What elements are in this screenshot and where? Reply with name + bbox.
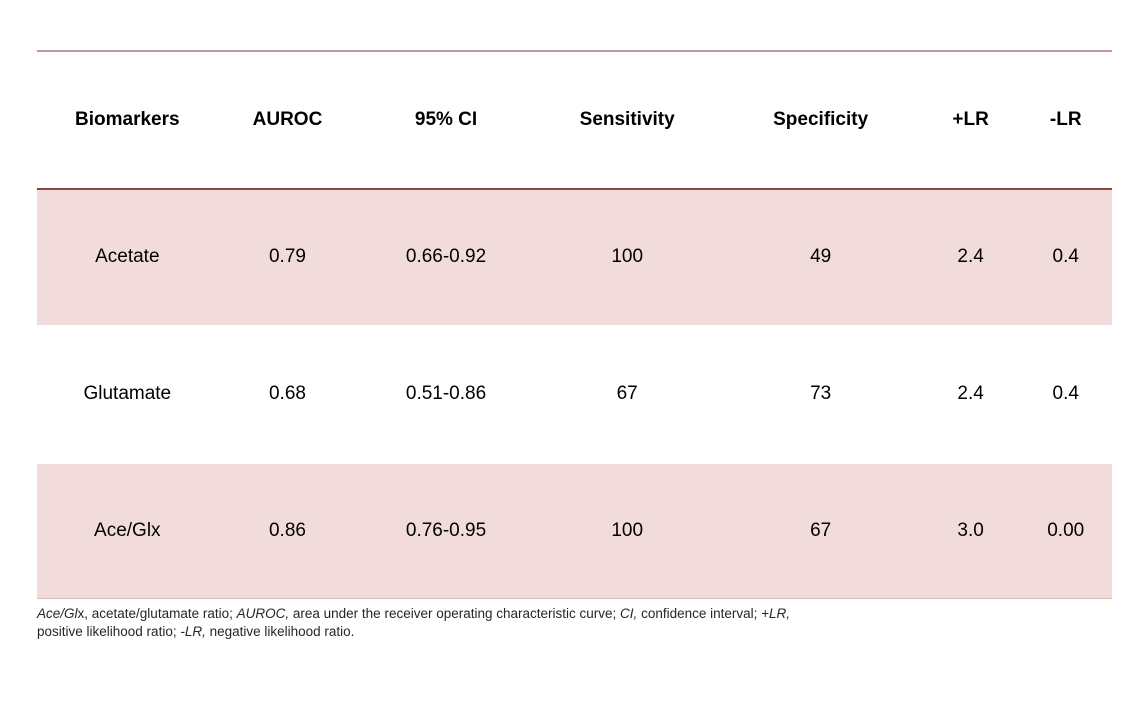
cell-sensitivity: 100: [611, 519, 644, 541]
biomarker-roc-table: Biomarkers AUROC 95% CI Sensitivity Spec…: [37, 50, 1112, 599]
cell-95ci: 0.76-0.95: [405, 519, 487, 541]
cell-nlr: 0.4: [1052, 383, 1079, 405]
cell-auroc: 0.86: [268, 519, 306, 541]
column-header-auroc: AUROC: [252, 108, 323, 130]
footnote-abbrev-nlr: -LR,: [180, 624, 206, 640]
cell-biomarker: Acetate: [95, 246, 160, 268]
table-footnote: Ace/Glx, acetate/glutamate ratio; AUROC,…: [37, 605, 897, 641]
table-row-glutamate: Glutamate 0.68 0.51-0.86 67 73 2.4 0.4: [37, 325, 1112, 464]
table-header-row: Biomarkers AUROC 95% CI Sensitivity Spec…: [37, 52, 1112, 190]
cell-plr: 2.4: [957, 383, 984, 405]
column-header-specificity: Specificity: [773, 108, 869, 130]
cell-plr: 3.0: [957, 519, 984, 541]
footnote-abbrev-aceglx: Ace/Gl: [37, 606, 78, 621]
column-header-biomarkers: Biomarkers: [75, 108, 180, 130]
cell-sensitivity: 100: [611, 246, 644, 268]
cell-auroc: 0.68: [268, 383, 306, 405]
cell-nlr: 0.00: [1047, 519, 1085, 541]
cell-biomarker: Glutamate: [83, 383, 172, 405]
cell-auroc: 0.79: [268, 246, 306, 268]
column-header-sensitivity: Sensitivity: [579, 108, 675, 130]
footnote-text: positive likelihood ratio;: [37, 624, 181, 640]
footnote-abbrev-auroc: AUROC,: [236, 606, 290, 621]
table-row-ace-glx: Ace/Glx 0.86 0.76-0.95 100 67 3.0 0.00: [37, 464, 1112, 599]
cell-specificity: 49: [810, 246, 832, 268]
footnote-text: area under the receiver operating charac…: [289, 606, 621, 621]
cell-95ci: 0.51-0.86: [405, 383, 487, 405]
footnote-abbrev-plr: +LR,: [761, 606, 791, 621]
cell-biomarker: Ace/Glx: [94, 519, 161, 541]
cell-specificity: 73: [810, 383, 832, 405]
cell-plr: 2.4: [957, 246, 984, 268]
footnote-text: negative likelihood ratio.: [205, 624, 355, 640]
column-header-plr: +LR: [952, 108, 989, 130]
footnote-abbrev-ci: CI,: [620, 606, 638, 621]
cell-95ci: 0.66-0.92: [405, 246, 487, 268]
cell-nlr: 0.4: [1052, 246, 1079, 268]
cell-specificity: 67: [810, 519, 832, 541]
table-row-acetate: Acetate 0.79 0.66-0.92 100 49 2.4 0.4: [37, 190, 1112, 325]
footnote-text: x, acetate/glutamate ratio;: [77, 606, 237, 621]
column-header-95ci: 95% CI: [414, 108, 478, 130]
cell-sensitivity: 67: [616, 383, 638, 405]
footnote-text: confidence interval;: [637, 606, 762, 621]
column-header-nlr: -LR: [1049, 108, 1082, 130]
